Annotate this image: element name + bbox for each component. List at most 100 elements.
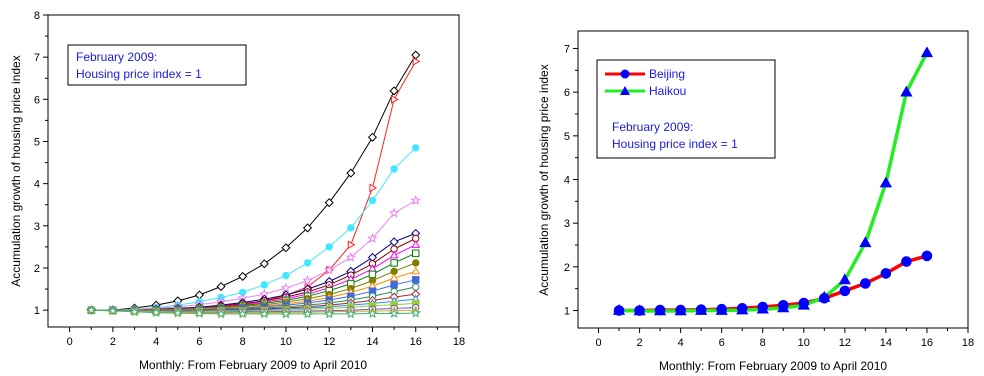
right-series-1-point: [797, 298, 810, 310]
right-y-tick-label: 2: [564, 262, 570, 274]
right-y-tick-label: 7: [564, 43, 570, 55]
left-series-0-point: [324, 198, 334, 208]
right-y-tick-label: 6: [564, 87, 570, 99]
left-series-0-point: [303, 223, 313, 233]
left-series-16-line: [91, 309, 416, 314]
right-series-0-point: [880, 268, 892, 279]
right-series-0-point: [921, 250, 933, 262]
left-series-3-point: [388, 207, 400, 218]
right-x-tick-label: 2: [637, 337, 643, 349]
right-legend: Beijing Haikou February 2009: Housing pr…: [596, 59, 776, 159]
right-x-tick-label: 8: [760, 337, 766, 349]
left-x-tick-label: 0: [67, 336, 73, 348]
left-series-1-line: [91, 61, 417, 311]
right-series-0-point: [860, 278, 871, 289]
right-y-tick-label: 5: [564, 131, 570, 143]
left-series-group: [85, 50, 422, 319]
left-series-2-point: [368, 196, 377, 205]
right-series-1-point: [838, 273, 851, 285]
right-x-tick-label: 6: [719, 337, 725, 349]
right-series-0-point: [901, 256, 912, 267]
left-series-17-point: [345, 308, 357, 319]
left-series-17-point: [302, 308, 313, 319]
right-series-1-line: [619, 51, 929, 313]
left-series-17-point: [172, 307, 184, 318]
left-series-0-point: [216, 281, 226, 292]
left-series-9-point: [389, 273, 399, 282]
left-series-5-line: [91, 238, 416, 311]
right-series-1-point: [653, 304, 667, 316]
left-plot-frame: [47, 14, 460, 328]
right-series-group: [612, 46, 934, 316]
left-series-0-point: [259, 259, 269, 269]
left-y-axis-label: Accumulation growth of housing price ind…: [9, 55, 23, 286]
right-series-1-point: [900, 85, 913, 97]
left-series-2-point: [412, 144, 420, 152]
right-series-1-point: [633, 304, 646, 316]
right-series-1-point: [818, 290, 831, 302]
right-x-tick-label: 12: [839, 337, 851, 349]
left-series-3-point: [280, 282, 292, 293]
legend-beijing-marker: [620, 69, 630, 79]
left-series-8-point: [412, 259, 420, 267]
left-y-tick-label: 4: [34, 179, 40, 191]
left-series-4-point: [389, 237, 399, 247]
right-series-1-point: [920, 46, 934, 58]
left-y-tick-label: 8: [34, 10, 40, 22]
left-annotation-line-1: February 2009:: [76, 50, 157, 64]
left-series-17-point: [129, 306, 140, 317]
left-annotation-frame: [67, 44, 247, 86]
left-series-2-line: [91, 147, 417, 311]
left-series-2-point: [390, 165, 398, 173]
left-series-17-point: [280, 308, 292, 319]
right-series-1-point: [756, 302, 769, 314]
right-x-tick-label: 14: [880, 337, 892, 349]
left-x-tick-label: 2: [110, 336, 116, 348]
right-series-0-line: [619, 254, 928, 313]
left-series-6-point: [411, 240, 421, 248]
left-series-17-point: [324, 308, 335, 319]
right-annotation-line-1: February 2009:: [612, 120, 693, 134]
right-y-tick-label: 4: [564, 175, 570, 187]
legend-beijing-label: Beijing: [649, 67, 685, 81]
left-annotation-line-2: Housing price index = 1: [76, 67, 202, 81]
right-series-1-point: [777, 301, 790, 313]
left-series-17-point: [107, 305, 119, 316]
right-x-tick-label: 10: [798, 337, 810, 349]
left-x-tick-label: 6: [196, 336, 202, 348]
right-x-tick-label: 18: [962, 337, 974, 349]
left-series-9-point: [411, 266, 421, 275]
right-x-tick-label: 0: [595, 337, 601, 349]
left-series-0-point: [194, 290, 204, 300]
right-series-1-point: [879, 176, 893, 188]
left-series-6-point: [389, 250, 399, 259]
left-y-tick-label: 3: [34, 221, 40, 233]
left-series-3-line: [91, 200, 416, 311]
left-series-7-point: [412, 249, 420, 257]
left-series-7-point: [390, 259, 398, 267]
left-y-tick-label: 2: [34, 263, 40, 275]
left-x-tick-label: 10: [280, 336, 292, 348]
left-series-1-point: [369, 183, 378, 193]
right-x-axis-label: Monthly: From February 2009 to April 201…: [659, 359, 887, 373]
right-series-1-markers: [612, 46, 934, 316]
right-annotation-line-2: Housing price index = 1: [612, 137, 738, 151]
right-y-tick-label: 1: [564, 306, 570, 318]
left-series-1-point: [391, 94, 399, 104]
left-series-3-point: [323, 264, 335, 275]
left-series-7-line: [91, 252, 416, 311]
left-series-0-point: [238, 271, 248, 281]
left-series-7-point: [368, 270, 377, 278]
left-x-tick-label: 12: [323, 336, 335, 348]
right-x-tick-label: 4: [678, 337, 684, 349]
left-series-17-point: [150, 307, 162, 318]
left-series-17-point: [215, 308, 227, 319]
left-series-0-point: [367, 132, 378, 142]
right-series-1-point: [674, 304, 687, 316]
left-series-17-point: [194, 307, 205, 319]
left-y-tick-label: 1: [34, 305, 40, 317]
left-x-tick-label: 16: [410, 336, 422, 348]
